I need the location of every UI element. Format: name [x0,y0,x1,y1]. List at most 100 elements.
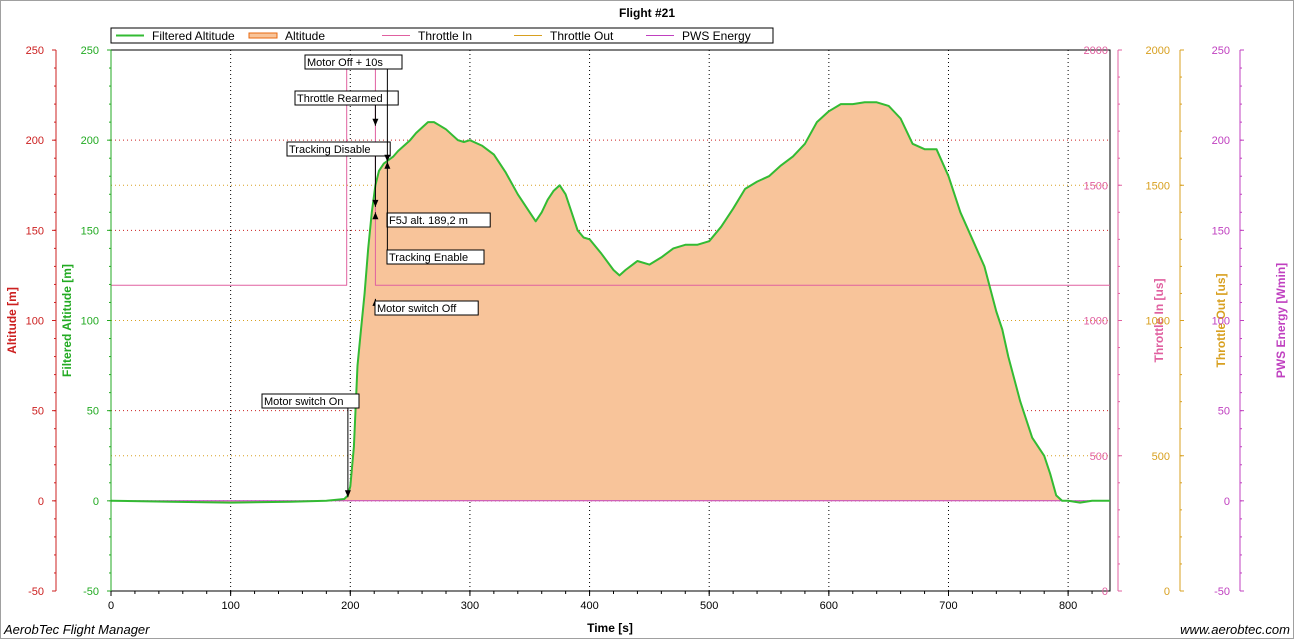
axis-tick-label: 250 [1212,45,1230,57]
x-tick-label: 300 [461,600,479,612]
axis-label: PWS Energy [Wmin] [1274,263,1288,378]
annotation: Tracking Disable [286,141,391,207]
x-tick-label: 0 [108,600,114,612]
app-website: www.aerobtec.com [1180,622,1290,637]
axis-label: Throttle In [us] [1152,279,1166,363]
axis-tick-label: 50 [1218,406,1230,418]
x-tick-label: 800 [1059,600,1077,612]
axis-label: Filtered Altitude [m] [60,264,74,377]
annotation-arrow [384,154,391,162]
axis-tick-label: 2000 [1084,45,1108,57]
axis-tick-label: 250 [26,45,44,57]
legend-entry: Filtered Altitude [116,29,235,43]
annotation-arrow [344,490,351,498]
chart-legend: Filtered Altitude Altitude Throttle In Thro… [110,27,774,44]
x-tick-label: 400 [580,600,598,612]
axis-tick-label: 1500 [1084,180,1108,192]
annotation: Motor switch Off [372,298,479,316]
axis-tick-label: 0 [38,496,44,508]
axis-tick-label: -50 [28,586,44,598]
annotation: Motor switch On [261,393,360,498]
axis-tick-label: -50 [83,586,99,598]
axis-label: Altitude [m] [5,287,19,354]
legend-frame [110,27,774,44]
axis-tick-label: 500 [1152,451,1170,463]
annotation-box [374,300,479,316]
x-tick-label: 100 [221,600,239,612]
axis-tick-label: 150 [81,225,99,237]
legend-label: PWS Energy [682,29,751,43]
legend-entry: Altitude [248,29,325,43]
legend-label: Altitude [285,29,325,43]
annotation-arrow [372,212,379,220]
annotation: F5J alt. 189,2 m [372,212,491,228]
axis-tick-label: 50 [32,406,44,418]
axis-tick-label: -50 [1214,586,1230,598]
x-tick-label: 500 [700,600,718,612]
axis-tick-label: 100 [26,316,44,328]
annotation-box [294,90,399,106]
annotation-box [261,393,360,409]
annotation-arrow [372,118,379,126]
series-area-altitude [111,102,1110,503]
axis-tick-label: 200 [26,135,44,147]
annotation-label: Tracking Enable [389,252,468,264]
axis-tick-label: 2000 [1146,45,1170,57]
axis-tick-label: 100 [1212,316,1230,328]
annotation-label: Tracking Disable [289,144,371,156]
legend-swatch [248,32,278,39]
axis-tick-label: 0 [1102,586,1108,598]
axis-tick-label: 500 [1090,451,1108,463]
annotation-box [304,54,403,70]
axis-tick-label: 200 [1212,135,1230,147]
axis-filtered: -50 0 50 100 150 200 250 Filtered Altitude [m] [60,45,112,598]
axis-tick-label: 250 [81,45,99,57]
axis-tick-label: 1000 [1084,316,1108,328]
axes: -50 0 50 100 150 200 250 Altitude [m] -50 0 50 100 1… [5,45,1288,612]
app-name: AerobTec Flight Manager [4,622,150,637]
x-tick-label: 600 [820,600,838,612]
axis-label: Throttle Out [us] [1214,274,1228,368]
axis-tick-label: 150 [1212,225,1230,237]
axis-throttle_in: 0 500 1000 1500 2000 Throttle In [us] [1084,45,1166,598]
annotation-label: Motor Off + 10s [307,57,383,69]
annotations: Motor switch On Motor switch Off Tracking … [261,54,491,498]
axis-tick-label: 0 [1224,496,1230,508]
axis-altitude: -50 0 50 100 150 200 250 Altitude [m] [5,45,57,598]
annotation-arrow [372,199,379,207]
axis-pws: -50 0 50 100 150 200 250 PWS Energy [Wmin] [1212,45,1288,598]
axis-tick-label: 1000 [1146,316,1170,328]
legend-label: Throttle Out [550,29,614,43]
axis-tick-label: 200 [81,135,99,147]
annotation-label: F5J alt. 189,2 m [389,215,468,227]
annotation-box [386,249,485,265]
x-tick-label: 700 [939,600,957,612]
x-axis-label: Time [s] [587,621,633,635]
annotation-label: Motor switch Off [377,303,457,315]
axis-tick-label: 0 [1164,586,1170,598]
legend-entry: PWS Energy [646,29,751,43]
legend-label: Throttle In [418,29,472,43]
legend-entry: Throttle In [382,29,472,43]
axis-tick-label: 1500 [1146,180,1170,192]
axis-tick-label: 0 [93,496,99,508]
annotation: Throttle Rearmed [294,90,399,126]
axis-tick-label: 100 [81,316,99,328]
annotation: Motor Off + 10s [304,54,403,162]
annotation-box [286,141,391,157]
axis-tick-label: 50 [87,406,99,418]
x-tick-label: 200 [341,600,359,612]
axis-time: 0 100 200 300 400 500 600 700 800 [108,591,1093,612]
chart-title: Flight #21 [619,6,675,20]
annotation-label: Throttle Rearmed [297,93,383,105]
series-line-filtered-altitude [110,101,1110,504]
annotation-label: Motor switch On [264,396,343,408]
annotation-arrow [384,161,391,169]
legend-entry: Throttle Out [514,29,614,43]
annotation: Tracking Enable [384,161,485,265]
series-layer [110,63,1110,504]
axis-tick-label: 150 [26,225,44,237]
legend-label: Filtered Altitude [152,29,235,43]
